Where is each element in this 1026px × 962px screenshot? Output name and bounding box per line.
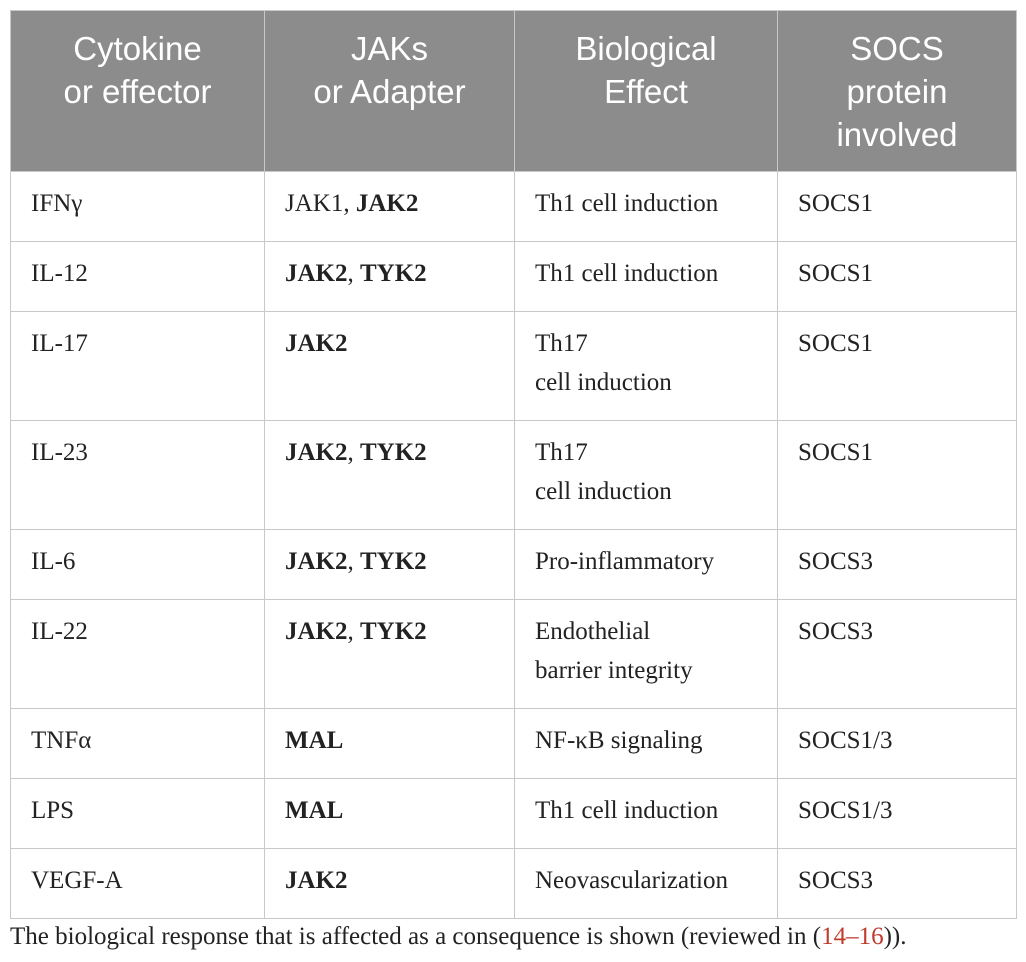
cell-cytokine: IL-23: [10, 420, 265, 530]
cell-cytokine: VEGF-A: [10, 848, 265, 919]
cell-cytokine: IL-12: [10, 241, 265, 312]
header-text: Biological: [575, 30, 717, 67]
cell-effect: Th17 cell induction: [514, 311, 778, 421]
effect-text: Neovascularization: [535, 867, 728, 894]
header-text: SOCS: [850, 30, 944, 67]
effect-text: Th1 cell induction: [535, 190, 719, 217]
effect-text: cell induction: [535, 369, 672, 396]
cell-socs: SOCS3: [777, 529, 1017, 600]
cell-effect: Pro-inflammatory: [514, 529, 778, 600]
cell-jaks: JAK1, JAK2: [264, 171, 515, 242]
effect-text: NF-κB signaling: [535, 727, 703, 754]
reference-link[interactable]: 14–16: [821, 923, 884, 950]
cell-effect: Th1 cell induction: [514, 241, 778, 312]
table-row: IL-22 JAK2, TYK2 Endothelial barrier inte…: [10, 599, 1017, 709]
cell-jaks: JAK2, TYK2: [264, 529, 515, 600]
cell-socs: SOCS3: [777, 599, 1017, 709]
cell-socs: SOCS1: [777, 311, 1017, 421]
header-cytokine: Cytokine or effector: [10, 10, 265, 172]
jak-name-bold: MAL: [285, 727, 344, 754]
cell-jaks: JAK2: [264, 311, 515, 421]
effect-text: Th1 cell induction: [535, 797, 719, 824]
jak-name-bold: TYK2: [360, 548, 427, 575]
cell-cytokine: IFNγ: [10, 171, 265, 242]
table-row: IL-23 JAK2, TYK2 Th17 cell induction SOCS…: [10, 420, 1017, 530]
cell-effect: Neovascularization: [514, 848, 778, 919]
header-jaks: JAKs or Adapter: [264, 10, 515, 172]
cell-cytokine: IL-22: [10, 599, 265, 709]
footnote-text: The biological response that is affected…: [10, 923, 822, 950]
jak-name-bold: MAL: [285, 797, 344, 824]
cell-jaks: JAK2, TYK2: [264, 599, 515, 709]
header-biological-effect: Biological Effect: [514, 10, 778, 172]
table-row: LPS MAL Th1 cell induction SOCS1/3: [10, 778, 1017, 849]
header-text: involved: [836, 116, 958, 153]
table-row: VEGF-A JAK2 Neovascularization SOCS3: [10, 848, 1017, 919]
effect-text: Th17: [535, 330, 588, 357]
table-row: IFNγ JAK1, JAK2 Th1 cell induction SOCS1: [10, 171, 1017, 242]
jak-name-bold: JAK2: [355, 190, 419, 217]
effect-text: Pro-inflammatory: [535, 548, 715, 575]
jak-name-bold: JAK2: [285, 867, 348, 894]
cell-socs: SOCS1: [777, 241, 1017, 312]
jak-name-bold: JAK2: [285, 548, 348, 575]
header-text: or effector: [63, 73, 212, 110]
cell-socs: SOCS1: [777, 420, 1017, 530]
header-text: JAKs: [350, 30, 429, 67]
effect-text: Th17: [535, 439, 588, 466]
cell-jaks: JAK2, TYK2: [264, 420, 515, 530]
header-text: Effect: [604, 73, 688, 110]
jak-separator: ,: [347, 618, 360, 645]
table-footnote: The biological response that is affected…: [10, 920, 906, 954]
cell-cytokine: IL-6: [10, 529, 265, 600]
table-row: IL-6 JAK2, TYK2 Pro-inflammatory SOCS3: [10, 529, 1017, 600]
cell-socs: SOCS3: [777, 848, 1017, 919]
footnote-text-end: )).: [883, 923, 907, 950]
jak-name-bold: TYK2: [360, 439, 427, 466]
cell-socs: SOCS1/3: [777, 708, 1017, 779]
table-row: IL-17 JAK2 Th17 cell induction SOCS1: [10, 311, 1017, 421]
cell-effect: NF-κB signaling: [514, 708, 778, 779]
jak-name-bold: JAK2: [285, 618, 348, 645]
cell-jaks: MAL: [264, 778, 515, 849]
cell-socs: SOCS1/3: [777, 778, 1017, 849]
jak-separator: ,: [347, 548, 360, 575]
jak-name-bold: TYK2: [360, 260, 427, 287]
header-text: protein: [846, 73, 948, 110]
jak-separator: ,: [347, 439, 360, 466]
table-header-row: Cytokine or effector JAKs or Adapter Bio…: [10, 10, 1017, 172]
cytokine-table: Cytokine or effector JAKs or Adapter Bio…: [10, 10, 1017, 919]
jak-separator: ,: [343, 190, 356, 217]
jak-separator: ,: [347, 260, 360, 287]
cell-jaks: MAL: [264, 708, 515, 779]
jak-name-bold: JAK2: [285, 260, 348, 287]
jak-name: JAK1: [285, 190, 344, 217]
jak-name-bold: TYK2: [360, 618, 427, 645]
table-row: IL-12 JAK2, TYK2 Th1 cell induction SOCS…: [10, 241, 1017, 312]
cell-effect: Th17 cell induction: [514, 420, 778, 530]
table-row: TNFα MAL NF-κB signaling SOCS1/3: [10, 708, 1017, 779]
header-socs: SOCS protein involved: [777, 10, 1017, 172]
cell-effect: Th1 cell induction: [514, 778, 778, 849]
cell-cytokine: TNFα: [10, 708, 265, 779]
cell-cytokine: LPS: [10, 778, 265, 849]
jak-name-bold: JAK2: [285, 439, 348, 466]
cell-jaks: JAK2, TYK2: [264, 241, 515, 312]
effect-text: Th1 cell induction: [535, 260, 719, 287]
cell-socs: SOCS1: [777, 171, 1017, 242]
cell-cytokine: IL-17: [10, 311, 265, 421]
cell-effect: Endothelial barrier integrity: [514, 599, 778, 709]
effect-text: Endothelial: [535, 618, 651, 645]
header-text: Cytokine: [73, 30, 202, 67]
effect-text: barrier integrity: [535, 657, 693, 684]
cell-effect: Th1 cell induction: [514, 171, 778, 242]
cell-jaks: JAK2: [264, 848, 515, 919]
jak-name-bold: JAK2: [285, 330, 348, 357]
effect-text: cell induction: [535, 478, 672, 505]
header-text: or Adapter: [313, 73, 466, 110]
